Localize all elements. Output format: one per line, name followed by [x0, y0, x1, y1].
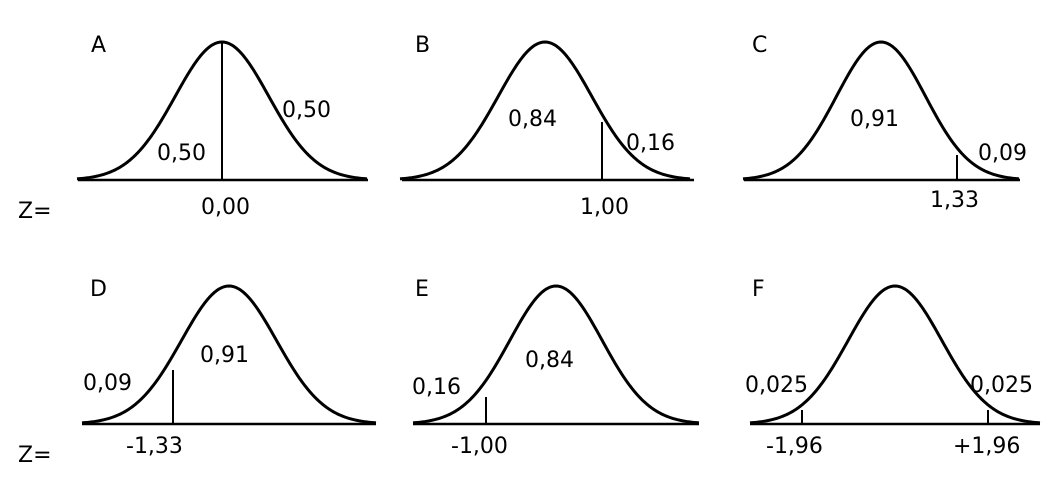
- area-label-f-right: 0,025: [970, 373, 1033, 398]
- panel-letter-d: D: [90, 277, 107, 302]
- curve-d: [81, 284, 377, 425]
- z-label-top: Z=: [18, 199, 52, 224]
- panel-a: A 0,50 0,50 0,00: [76, 33, 368, 220]
- curve-c: [742, 40, 1020, 181]
- area-label-a-left: 0,50: [157, 141, 206, 166]
- z-value-a: 0,00: [201, 195, 250, 220]
- panel-c: C 0,91 0,09 1,33: [742, 33, 1027, 213]
- panel-letter-b: B: [415, 33, 430, 58]
- area-label-e-center: 0,84: [525, 348, 574, 373]
- panel-letter-c: C: [752, 33, 767, 58]
- panel-d: D 0,09 0,91 -1,33: [81, 277, 377, 459]
- panel-f: F 0,025 0,025 -1,96 +1,96: [745, 277, 1041, 459]
- z-value-c: 1,33: [930, 188, 979, 213]
- panel-b: B 0,84 0,16 1,00: [399, 33, 694, 220]
- area-label-d-left: 0,09: [83, 371, 132, 396]
- z-value-b: 1,00: [580, 195, 629, 220]
- panel-letter-f: F: [752, 277, 765, 302]
- area-label-d-center: 0,91: [200, 343, 249, 368]
- panel-letter-e: E: [415, 277, 429, 302]
- z-label-bottom: Z=: [18, 443, 52, 468]
- area-label-b-right: 0,16: [626, 131, 675, 156]
- area-label-b-left: 0,84: [508, 107, 557, 132]
- panel-e: E 0,16 0,84 -1,00: [412, 277, 700, 459]
- z-value-e: -1,00: [451, 434, 508, 459]
- z-value-f-right: +1,96: [953, 434, 1020, 459]
- z-value-f-left: -1,96: [766, 434, 823, 459]
- curve-e: [412, 284, 700, 425]
- area-label-c-right: 0,09: [978, 141, 1027, 166]
- z-value-d: -1,33: [126, 434, 183, 459]
- panel-letter-a: A: [91, 33, 106, 58]
- area-label-e-left: 0,16: [412, 375, 461, 400]
- curve-b: [399, 40, 691, 181]
- area-label-c-center: 0,91: [850, 107, 899, 132]
- area-label-f-left: 0,025: [745, 373, 808, 398]
- area-label-a-right: 0,50: [282, 98, 331, 123]
- curve-f: [749, 284, 1041, 425]
